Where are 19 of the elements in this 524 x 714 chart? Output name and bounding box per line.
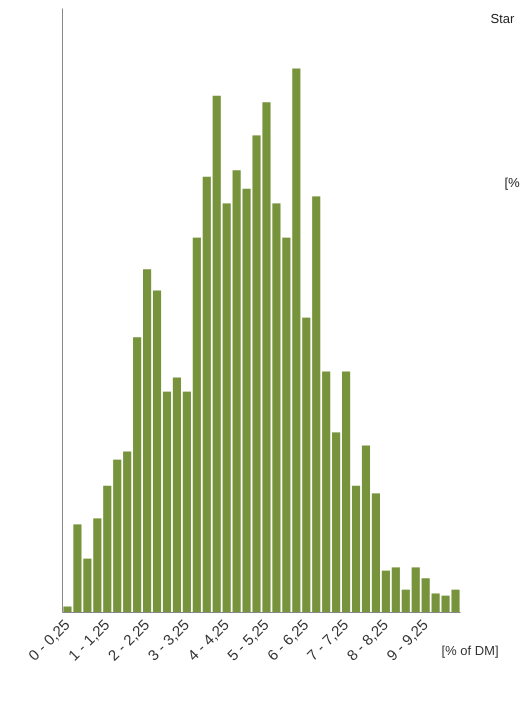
bar bbox=[242, 188, 251, 612]
bar bbox=[152, 290, 162, 612]
bar bbox=[172, 377, 182, 612]
bar bbox=[272, 203, 281, 612]
bar bbox=[441, 596, 450, 612]
bar bbox=[362, 445, 370, 612]
bar bbox=[73, 524, 82, 612]
text: [% bbox=[504, 175, 520, 190]
bar bbox=[142, 269, 152, 612]
text: Star bbox=[490, 11, 516, 26]
bar bbox=[352, 486, 360, 612]
bar bbox=[372, 493, 380, 612]
bar bbox=[252, 135, 261, 612]
x-axis-title: [% of DM] bbox=[442, 643, 499, 658]
bar bbox=[63, 606, 72, 612]
bar bbox=[162, 392, 172, 612]
bar bbox=[262, 102, 271, 612]
bar bbox=[342, 372, 350, 612]
bar bbox=[451, 590, 460, 612]
